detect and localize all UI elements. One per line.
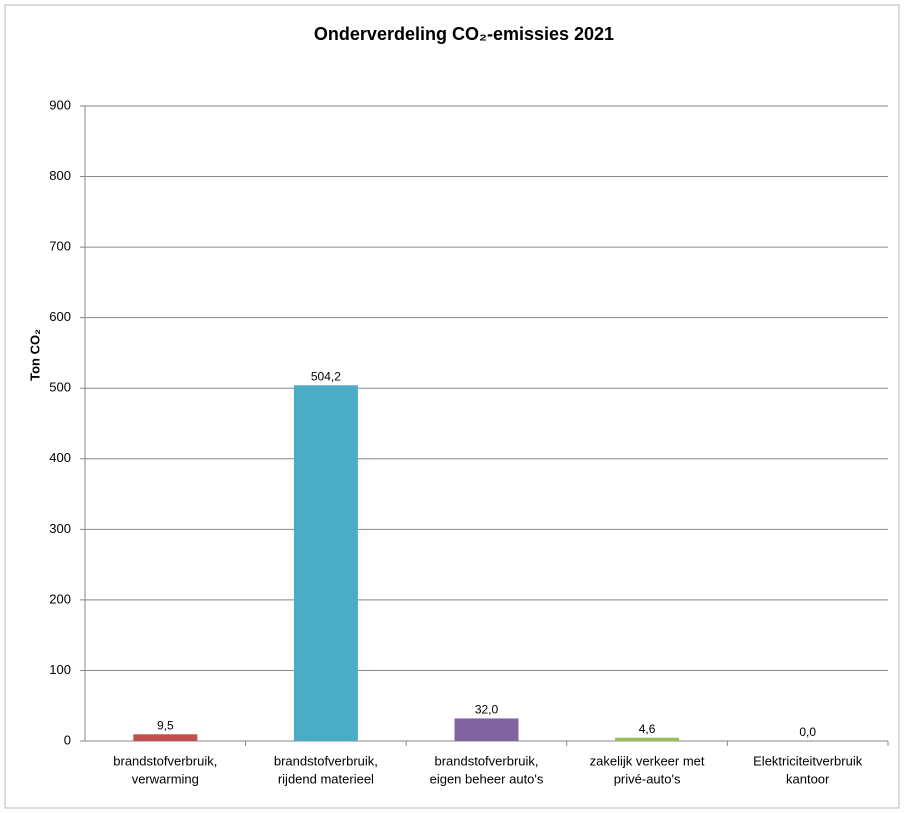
x-tick-label: brandstofverbruik, — [274, 753, 378, 768]
y-tick-label: 800 — [49, 168, 71, 183]
value-label: 9,5 — [157, 718, 174, 732]
y-tick-label: 600 — [49, 309, 71, 324]
bar — [293, 385, 358, 741]
y-tick-label: 500 — [49, 380, 71, 395]
value-label: 4,6 — [639, 722, 656, 736]
x-tick-label: rijdend materieel — [278, 771, 374, 786]
x-tick-label: brandstofverbruik, — [113, 753, 217, 768]
chart-frame — [4, 4, 900, 809]
value-label: 32,0 — [475, 703, 499, 717]
value-label: 0,0 — [799, 725, 816, 739]
bar — [454, 718, 519, 741]
value-label: 504,2 — [311, 369, 341, 383]
bar — [615, 737, 680, 741]
y-tick-label: 400 — [49, 450, 71, 465]
x-tick-label: verwarming — [132, 771, 199, 786]
x-tick-label: zakelijk verkeer met — [590, 753, 705, 768]
x-tick-label: eigen beheer auto's — [430, 771, 544, 786]
y-tick-label: 0 — [64, 732, 71, 747]
y-tick-label: 900 — [49, 97, 71, 112]
x-tick-label: kantoor — [786, 771, 830, 786]
y-tick-label: 700 — [49, 239, 71, 254]
y-tick-label: 300 — [49, 521, 71, 536]
chart-title: Onderverdeling CO₂-emissies 2021 — [314, 24, 614, 44]
y-tick-label: 100 — [49, 662, 71, 677]
y-tick-label: 200 — [49, 591, 71, 606]
bar — [133, 734, 198, 741]
x-tick-label: privé-auto's — [614, 771, 681, 786]
x-tick-label: Elektriciteitverbruik — [753, 753, 863, 768]
y-axis-label: Ton CO₂ — [27, 329, 42, 381]
x-tick-label: brandstofverbruik, — [434, 753, 538, 768]
